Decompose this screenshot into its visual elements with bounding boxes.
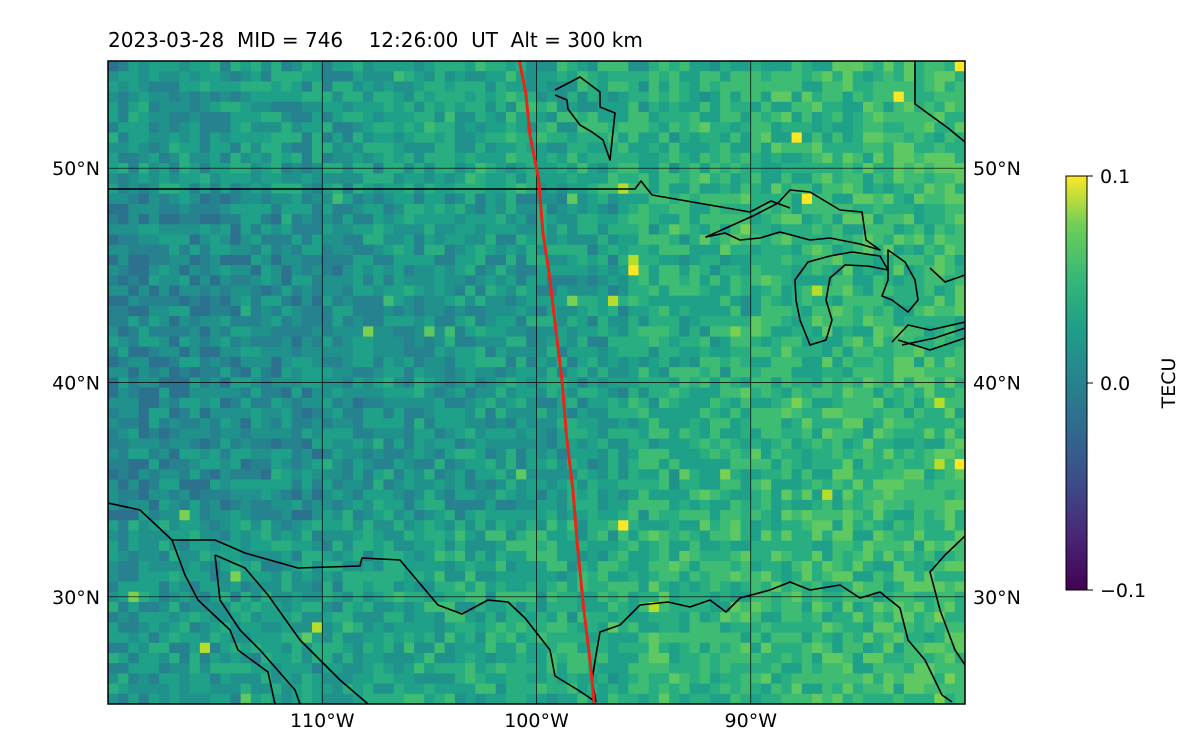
lon-label: 90°W — [725, 710, 778, 732]
gulf-coast — [591, 581, 953, 703]
us-canada-border — [108, 180, 791, 213]
lat-label-left: 40°N — [52, 373, 100, 395]
lat-label-right: 30°N — [973, 587, 1021, 609]
lake-erie — [891, 321, 965, 351]
gulf-of-california — [214, 554, 369, 704]
colorbar-tick-label: 0.0 — [1100, 373, 1130, 395]
lake-huron — [881, 249, 965, 313]
colorbar-label: TECU — [1158, 358, 1180, 410]
longitude-labels: 110°W 100°W 90°W — [290, 710, 777, 732]
lake-michigan — [794, 251, 889, 346]
colorbar-tick-label: −0.1 — [1100, 580, 1146, 602]
lon-label: 100°W — [504, 710, 569, 732]
us-mexico-border — [108, 502, 597, 703]
colorbar-tick-label: 0.1 — [1100, 166, 1130, 188]
lat-label-right: 50°N — [973, 158, 1021, 180]
lat-label-right: 40°N — [973, 373, 1021, 395]
colorbar-gradient — [1065, 175, 1088, 591]
colorbar-ticks: 0.1 0.0 −0.1 — [1087, 166, 1146, 602]
lat-label-left: 50°N — [52, 158, 100, 180]
colorbar: 0.1 0.0 −0.1 TECU — [1065, 166, 1180, 602]
coastlines-borders — [108, 61, 965, 704]
satellite-track-line — [517, 61, 596, 704]
hudson-bay-coast — [554, 76, 616, 161]
florida-coast — [929, 535, 965, 666]
northeast-coast — [914, 61, 965, 143]
baja-coast — [171, 539, 276, 704]
latitude-labels: 50°N 50°N 40°N 40°N 30°N 30°N — [52, 158, 1021, 609]
map-panel: 50°N 50°N 40°N 40°N 30°N 30°N 110°W 100°W 90°W — [52, 60, 1021, 732]
lat-label-left: 30°N — [52, 587, 100, 609]
map-frame — [107, 60, 966, 705]
map-title: 2023-03-28 MID = 746 12:26:00 UT Alt = 3… — [108, 28, 643, 52]
lon-label: 110°W — [290, 710, 355, 732]
lake-superior — [705, 189, 881, 251]
